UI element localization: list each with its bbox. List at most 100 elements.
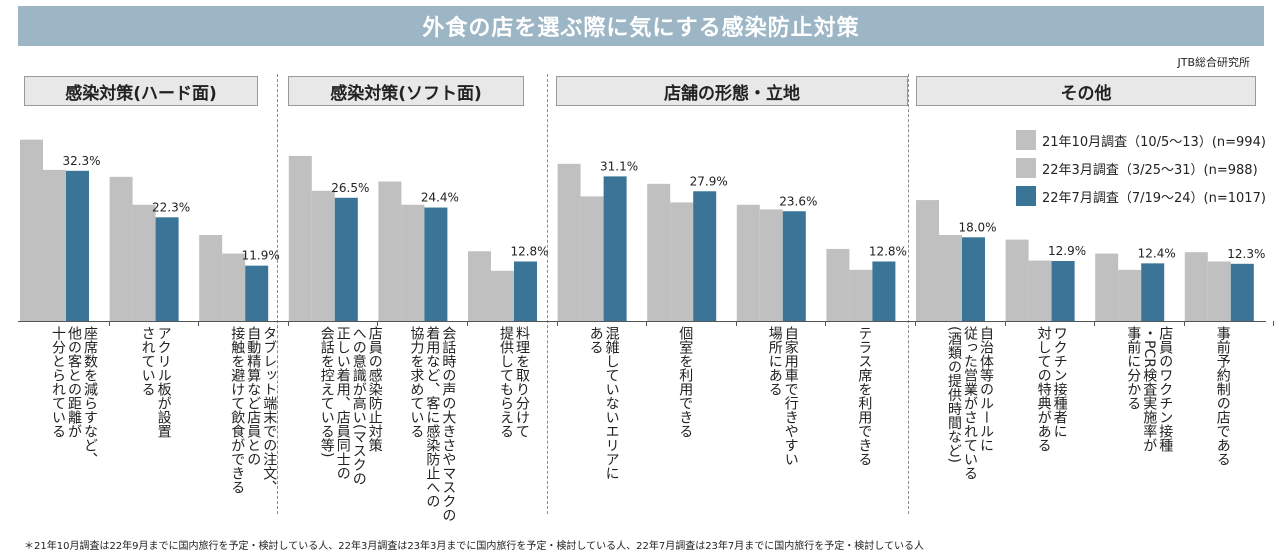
footnote: ＊21年10月調査は22年9月までに国内旅行を予定・検討している人、22年3月調… bbox=[24, 541, 924, 552]
legend-label: 22年7月調査（7/19〜24）(n=1017) bbox=[1042, 190, 1266, 206]
bar-series-1 bbox=[736, 204, 760, 321]
bar-series-2 bbox=[939, 234, 962, 321]
category-label: 座席数を減らすなど、 他の客との距離が 十分とられている bbox=[50, 326, 98, 466]
chart-title: 外食の店を選ぶ際に気にする感染防止対策 bbox=[18, 6, 1264, 46]
category-label: 自家用車で行きやすい 場所にある bbox=[766, 326, 799, 466]
bar-series-1 bbox=[557, 163, 581, 321]
legend: 21年10月調査（10/5〜13）(n=994) 22年3月調査（3/25〜31… bbox=[1016, 126, 1266, 210]
bar-series-2 bbox=[759, 209, 783, 321]
category-label: ワクチン接種者に 対しての特典がある bbox=[1035, 326, 1068, 452]
bar-series-1 bbox=[647, 183, 671, 321]
data-label: 24.4% bbox=[421, 191, 459, 205]
bar-series-2 bbox=[580, 196, 604, 321]
bar-series-2 bbox=[401, 204, 425, 321]
category-label: 店員のワクチン接種 ・PCR検査実施率が 事前に分かる bbox=[1125, 326, 1174, 452]
x-axis-tick bbox=[1004, 321, 1006, 326]
bar-series-3 bbox=[66, 170, 89, 321]
bar-series-3 bbox=[693, 191, 717, 321]
x-axis-tick bbox=[198, 321, 200, 326]
data-label: 12.4% bbox=[1138, 246, 1176, 260]
bar-series-2 bbox=[1118, 269, 1142, 321]
group-header-location: 店舗の形態・立地 bbox=[556, 76, 908, 106]
bar-series-3 bbox=[782, 211, 806, 321]
bar-series-1 bbox=[199, 234, 223, 321]
category-label: 店員の感染防止対策 への意識が高い(マスクの 正しい着用、店員同士の 会話を控え… bbox=[318, 326, 383, 486]
bar-series-1 bbox=[1184, 252, 1208, 321]
bar-series-2 bbox=[222, 253, 246, 321]
group-divider bbox=[277, 74, 278, 514]
group-header-hard: 感染対策(ハード面) bbox=[24, 76, 258, 106]
category-label: 料理を取り分けて 提供してもらえる bbox=[498, 326, 530, 438]
legend-item: 22年7月調査（7/19〜24）(n=1017) bbox=[1016, 182, 1266, 210]
bar-series-3 bbox=[1141, 263, 1165, 321]
bar-series-1 bbox=[378, 181, 402, 321]
x-axis-tick bbox=[377, 321, 379, 326]
bar-series-2 bbox=[1028, 260, 1052, 321]
x-axis-tick bbox=[735, 321, 737, 326]
legend-label: 21年10月調査（10/5〜13）(n=994) bbox=[1042, 134, 1266, 150]
bar-series-3 bbox=[424, 207, 448, 321]
legend-swatch bbox=[1016, 158, 1036, 178]
bar-series-2 bbox=[1207, 261, 1231, 321]
group-divider bbox=[908, 74, 909, 514]
source-label: JTB総合研究所 bbox=[1177, 56, 1250, 69]
bar-series-1 bbox=[1095, 253, 1119, 321]
bar-series-3 bbox=[334, 197, 358, 321]
legend-item: 22年3月調査（3/25〜31）(n=988) bbox=[1016, 154, 1266, 182]
category-label: 自治体等のルールに 従った営業がされている (酒類の提供時間など) bbox=[946, 326, 994, 480]
data-label: 22.3% bbox=[152, 200, 190, 214]
x-axis-baseline bbox=[18, 321, 1266, 322]
bar-series-1 bbox=[20, 139, 43, 321]
bar-series-3 bbox=[872, 261, 896, 321]
bar-series-2 bbox=[43, 169, 66, 321]
bar-series-3 bbox=[1230, 263, 1254, 321]
bar-series-2 bbox=[670, 202, 694, 321]
category-label: タブレット端末での注文、 自動精算など店員との 接触を避けて飲食ができる bbox=[229, 326, 278, 494]
category-label: 混雑していないエリアに ある bbox=[587, 326, 620, 480]
bar-series-1 bbox=[109, 176, 133, 321]
bar-series-3 bbox=[514, 261, 537, 321]
group-header-soft: 感染対策(ソフト面) bbox=[288, 76, 524, 106]
data-label: 12.8% bbox=[869, 244, 907, 258]
group-header-other: その他 bbox=[916, 76, 1256, 106]
x-axis-tick bbox=[467, 321, 468, 326]
group-divider bbox=[547, 74, 548, 514]
x-axis-tick bbox=[915, 321, 916, 326]
category-label: 会話時の声の大きさやマスクの 着用など、客に感染防止への 協力を求めている bbox=[408, 326, 457, 522]
bar-series-2 bbox=[491, 270, 514, 321]
bar-series-2 bbox=[311, 190, 335, 321]
category-label: 事前予約制の店である bbox=[1214, 326, 1231, 466]
data-label: 32.3% bbox=[62, 154, 100, 168]
x-axis-tick bbox=[108, 321, 110, 326]
bar-series-1 bbox=[468, 251, 491, 321]
data-label: 11.9% bbox=[242, 249, 280, 263]
legend-item: 21年10月調査（10/5〜13）(n=994) bbox=[1016, 126, 1266, 154]
data-label: 12.3% bbox=[1227, 247, 1265, 261]
data-label: 31.1% bbox=[600, 159, 638, 173]
x-axis-tick bbox=[287, 321, 289, 326]
bar-series-1 bbox=[288, 155, 312, 321]
x-axis-tick bbox=[1183, 321, 1185, 326]
category-label: テラス席を利用できる bbox=[856, 326, 873, 466]
x-axis-tick bbox=[556, 321, 558, 326]
category-label: 個室を利用できる bbox=[677, 326, 694, 438]
bar-series-1 bbox=[1005, 239, 1029, 321]
bar-series-3 bbox=[962, 237, 985, 321]
x-axis-tick bbox=[1094, 321, 1096, 326]
bar-series-1 bbox=[826, 248, 850, 321]
bar-series-2 bbox=[132, 204, 156, 321]
bar-series-3 bbox=[155, 217, 179, 321]
x-axis-tick bbox=[825, 321, 827, 326]
data-label: 18.0% bbox=[958, 220, 996, 234]
data-label: 12.8% bbox=[510, 244, 548, 258]
data-label: 26.5% bbox=[331, 181, 369, 195]
bar-series-2 bbox=[849, 269, 873, 321]
legend-swatch bbox=[1016, 130, 1036, 150]
legend-label: 22年3月調査（3/25〜31）(n=988) bbox=[1042, 162, 1258, 178]
category-label: アクリル板が設置 されている bbox=[139, 326, 172, 438]
x-axis-tick bbox=[646, 321, 648, 326]
bar-series-3 bbox=[245, 265, 269, 321]
data-label: 23.6% bbox=[779, 194, 817, 208]
data-label: 12.9% bbox=[1048, 244, 1086, 258]
